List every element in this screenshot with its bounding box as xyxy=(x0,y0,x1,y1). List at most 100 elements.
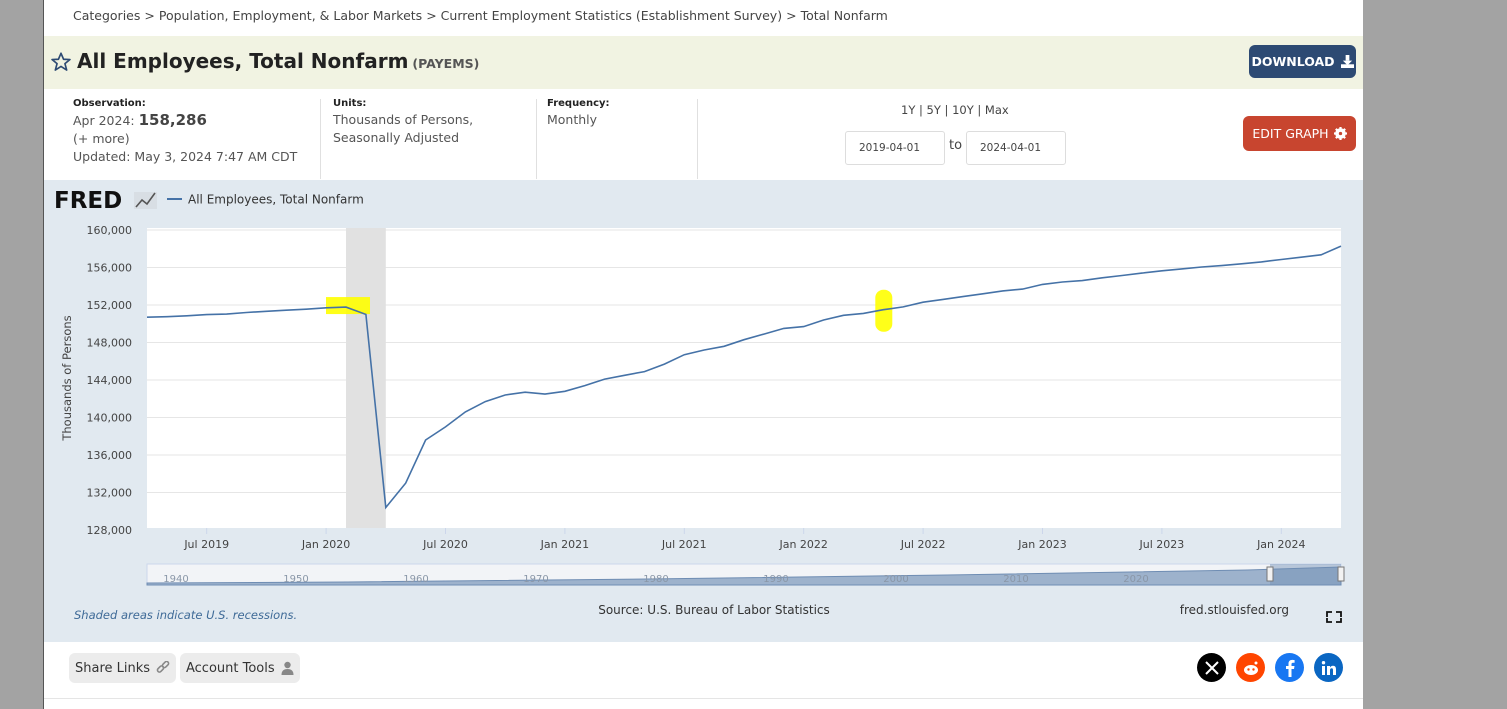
source-text[interactable]: Source: U.S. Bureau of Labor Statistics xyxy=(598,603,830,617)
series-line[interactable] xyxy=(146,245,1342,510)
download-button[interactable]: DOWNLOAD xyxy=(1249,45,1356,78)
legend-label: All Employees, Total Nonfarm xyxy=(188,193,364,207)
navigator-year-label: 1940 xyxy=(163,574,188,585)
range-navigator[interactable]: 1940 1950 1960 1970 1980 1990 2000 2010 2020 xyxy=(146,563,1345,586)
crumb-separator: > xyxy=(786,8,797,23)
chart-area: 160,000 156,000 152,000 148,000 144,000 140,0… xyxy=(44,180,1363,642)
facebook-share-icon[interactable] xyxy=(1275,653,1304,682)
share-links-label: Share Links xyxy=(75,660,151,676)
share-links-button[interactable]: Share Links xyxy=(69,653,177,683)
share-bar: Share Links Account Tools xyxy=(44,642,1363,699)
units-block: Units: Thousands of Persons, Seasonally … xyxy=(333,97,473,147)
units-line2: Seasonally Adjusted xyxy=(333,130,460,145)
y-tick-label: 156,000 xyxy=(87,262,133,275)
x-tick-label: Jul 2019 xyxy=(183,538,229,551)
range-10y[interactable]: 10Y xyxy=(952,103,974,117)
navigator-year-label: 1970 xyxy=(523,574,548,585)
navigator-year-label: 2010 xyxy=(1003,574,1028,585)
navigator-handle[interactable] xyxy=(1266,566,1274,582)
navigator-selection[interactable] xyxy=(1270,564,1341,585)
edit-graph-button[interactable]: EDIT GRAPH xyxy=(1243,116,1356,151)
frequency-label: Frequency: xyxy=(547,98,610,109)
x-tick-label: Jan 2020 xyxy=(301,538,350,551)
range-1y[interactable]: 1Y xyxy=(901,103,916,117)
download-label: DOWNLOAD xyxy=(1251,54,1335,69)
link-icon xyxy=(156,661,170,673)
crumb-total-nonfarm: Total Nonfarm xyxy=(800,8,888,23)
series-code: (PAYEMS) xyxy=(412,56,480,71)
gear-icon xyxy=(1333,127,1347,140)
line-chart[interactable]: 160,000 156,000 152,000 148,000 144,000 140,0… xyxy=(44,180,1363,642)
breadcrumb: Categories > Population, Employment, & Lab… xyxy=(73,8,888,23)
units-label: Units: xyxy=(333,98,367,109)
x-tick-label: Jan 2023 xyxy=(1017,538,1066,551)
navigator-year-label: 1950 xyxy=(283,574,308,585)
y-tick-label: 132,000 xyxy=(87,487,133,500)
x-tick-label: Jan 2022 xyxy=(778,538,827,551)
range-selector: 1Y | 5Y | 10Y | Max xyxy=(901,103,1009,117)
star-icon[interactable] xyxy=(50,51,72,73)
account-tools-label: Account Tools xyxy=(186,660,275,676)
navigator-year-label: 1990 xyxy=(763,574,788,585)
crumb-ces[interactable]: Current Employment Statistics (Establish… xyxy=(440,8,783,23)
range-max[interactable]: Max xyxy=(984,103,1009,117)
fred-logo-chart-icon xyxy=(134,192,157,209)
observation-date: Apr 2024: xyxy=(73,113,135,128)
observation-block: Observation: Apr 2024: 158,286 (+ more) … xyxy=(73,97,297,166)
x-tick-label: Jul 2022 xyxy=(900,538,946,551)
fred-logo[interactable]: FRED xyxy=(54,188,122,214)
series-title: All Employees, Total Nonfarm xyxy=(77,49,409,73)
frequency-value: Monthly xyxy=(547,112,598,127)
updated-value: May 3, 2024 7:47 AM CDT xyxy=(134,149,298,164)
crumb-separator: > xyxy=(426,8,437,23)
divider xyxy=(697,99,698,179)
title-bar: All Employees, Total Nonfarm (PAYEMS) DOW… xyxy=(44,36,1363,89)
navigator-year-label: 1980 xyxy=(643,574,668,585)
x-tick-label: Jan 2021 xyxy=(540,538,589,551)
y-tick-label: 152,000 xyxy=(87,299,133,312)
navigator-series xyxy=(146,566,1342,586)
highlight-mark xyxy=(326,297,370,315)
crumb-separator: > xyxy=(144,8,155,23)
account-tools-button[interactable]: Account Tools xyxy=(180,653,300,683)
download-icon xyxy=(1340,55,1354,68)
highlight-mark xyxy=(875,289,893,332)
plot-background xyxy=(147,228,1341,528)
x-tick-label: Jul 2021 xyxy=(661,538,707,551)
crumb-population[interactable]: Population, Employment, & Labor Markets xyxy=(158,8,423,23)
right-gutter xyxy=(1362,0,1507,709)
site-link[interactable]: fred.stlouisfed.org xyxy=(1180,603,1289,617)
fullscreen-icon[interactable] xyxy=(1326,611,1342,623)
units-line1: Thousands of Persons, xyxy=(333,112,474,127)
y-tick-label: 140,000 xyxy=(87,412,133,425)
navigator-year-label: 1960 xyxy=(403,574,428,585)
series-meta: Observation: Apr 2024: 158,286 (+ more) … xyxy=(44,89,1363,180)
page-title: All Employees, Total Nonfarm (PAYEMS) xyxy=(77,49,479,73)
navigator-year-label: 2020 xyxy=(1123,574,1148,585)
x-share-icon[interactable] xyxy=(1197,653,1226,682)
edit-graph-label: EDIT GRAPH xyxy=(1252,126,1329,141)
linkedin-share-icon[interactable] xyxy=(1314,653,1343,682)
y-tick-label: 136,000 xyxy=(87,449,133,462)
navigator-year-label: 2000 xyxy=(883,574,908,585)
x-tick-label: Jul 2020 xyxy=(422,538,468,551)
y-tick-label: 144,000 xyxy=(87,374,133,387)
range-5y[interactable]: 5Y xyxy=(926,103,941,117)
fred-page: Categories > Population, Employment, & Lab… xyxy=(43,0,1363,709)
to-label: to xyxy=(949,138,963,153)
date-to-input[interactable]: 2024-04-01 xyxy=(966,131,1066,165)
observation-value: 158,286 xyxy=(138,111,207,129)
recession-note[interactable]: Shaded areas indicate U.S. recessions. xyxy=(74,608,297,622)
observation-label: Observation: xyxy=(73,98,146,109)
updated-label: Updated: xyxy=(73,149,131,164)
date-from-input[interactable]: 2019-04-01 xyxy=(845,131,945,165)
navigator-handle[interactable] xyxy=(1337,566,1345,582)
y-tick-label: 160,000 xyxy=(87,224,133,237)
frequency-block: Frequency: Monthly xyxy=(547,97,610,129)
crumb-categories[interactable]: Categories xyxy=(73,8,141,23)
more-observations-link[interactable]: (+ more) xyxy=(73,131,130,146)
reddit-share-icon[interactable] xyxy=(1236,653,1265,682)
y-tick-label: 128,000 xyxy=(87,524,133,537)
y-axis-label: Thousands of Persons xyxy=(60,315,74,441)
recession-shading xyxy=(346,228,386,528)
